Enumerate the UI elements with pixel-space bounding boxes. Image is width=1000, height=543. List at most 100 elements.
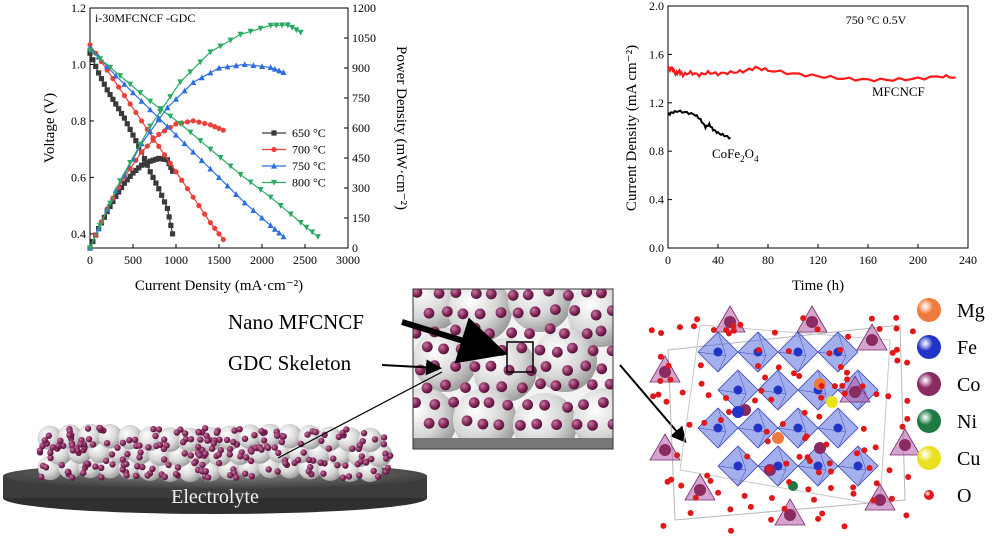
o-atom (850, 490, 857, 497)
mfcncf-particle-large (502, 399, 514, 411)
fe-atom (793, 347, 803, 357)
mfcncf-particle-large (512, 307, 524, 319)
left-y-tick-label: 0.4 (71, 227, 86, 241)
mfcncf-particle (248, 473, 255, 480)
o-atom (791, 370, 797, 377)
voltage-point (184, 186, 191, 192)
left-x-tick-label: 2500 (293, 253, 317, 267)
o-atom (701, 419, 708, 426)
right-x-tick-label: 120 (809, 253, 827, 267)
mfcncf-particle (345, 473, 353, 480)
mfcncf-particle-large (440, 379, 451, 391)
left-y2-tick-label: 0 (352, 241, 358, 255)
left-x-tick-label: 3000 (336, 253, 360, 267)
left-y2-tick-label: 900 (352, 61, 370, 75)
mfcncf-particle (69, 447, 77, 454)
voltage-point (97, 56, 104, 63)
voltage-point (98, 75, 105, 82)
o-atom (783, 460, 790, 467)
mfcncf-particle-large (441, 306, 453, 317)
o-atom (710, 327, 717, 333)
power-point (271, 65, 278, 72)
o-atom (764, 438, 771, 445)
right-y-tick-label: 0.0 (649, 241, 664, 255)
mfcncf-particle (334, 462, 341, 469)
mfcncf-particle (89, 441, 97, 448)
mfcncf-particle (92, 463, 99, 470)
mfcncf-particle (226, 451, 233, 458)
mfcncf-particle-large (534, 344, 546, 356)
mfcncf-particle (236, 426, 243, 433)
voltage-line (89, 49, 319, 238)
o-atom (655, 391, 662, 398)
mfcncf-particle (237, 453, 244, 460)
voltage-line (89, 44, 224, 240)
voltage-point (113, 101, 119, 107)
o-atom (844, 369, 850, 376)
o-atom (818, 383, 825, 389)
power-point (190, 118, 196, 124)
mfcncf-particle (241, 435, 249, 442)
voltage-point (217, 155, 224, 161)
legend-label: 650 °C (292, 126, 326, 140)
mfcncf-particle (103, 440, 111, 447)
mfcncf-particle (45, 432, 52, 439)
o-atom (796, 373, 803, 379)
mfcncf-particle-large (529, 306, 541, 318)
legend-ni-ball (917, 409, 941, 433)
mfcncf-particle (383, 455, 390, 462)
o-atom (737, 321, 744, 328)
mfcncf-particle (282, 460, 289, 467)
voltage-point (241, 199, 248, 206)
o-atom (677, 324, 683, 331)
mfcncf-particle (258, 427, 265, 435)
o-atom (768, 495, 775, 501)
mfcncf-particle (204, 474, 212, 481)
legend-marker (271, 146, 277, 153)
voltage-point (216, 174, 222, 181)
mfcncf-particle-large (551, 346, 563, 358)
power-point (137, 141, 144, 148)
mfcncf-particle-large (461, 415, 473, 427)
mfcncf-particle (208, 445, 216, 452)
power-point (250, 62, 257, 68)
o-atom (800, 315, 807, 322)
o-atom (886, 467, 893, 474)
mfcncf-particle (243, 454, 250, 461)
o-atom (779, 421, 786, 427)
fe-atom (732, 406, 744, 418)
left-chart: i-30MFCNCF -GDC 0 500 1000 1500 2000 2500 3000… (42, 1, 409, 294)
mfcncf-particle (173, 429, 181, 436)
o-atom (648, 327, 655, 334)
o-atom (704, 472, 711, 479)
voltage-point (107, 64, 114, 71)
mfcncf-particle (77, 441, 84, 448)
voltage-point (164, 123, 171, 130)
mfcncf-particle-large (567, 342, 578, 354)
mfcncf-particle-large (568, 378, 580, 390)
label-mfcncf: MFCNCF (872, 84, 925, 99)
legend-co-ball (917, 372, 941, 396)
right-x-tick-label: 160 (859, 253, 877, 267)
left-y2-tick-label: 150 (352, 211, 370, 225)
mfcncf-particle (380, 434, 388, 441)
co-atom (814, 442, 826, 454)
electrolyte-label: Electrolyte (171, 486, 259, 508)
mfcncf-particle (150, 425, 157, 433)
right-x-tick-label: 0 (665, 253, 671, 267)
o-atom (771, 329, 778, 336)
mfcncf-particle (98, 464, 105, 471)
voltage-point (138, 97, 145, 104)
mfcncf-particle-large (569, 305, 581, 316)
o-atom (806, 458, 813, 464)
label-cofe-mid: O (745, 146, 754, 161)
mfcncf-particle (210, 440, 217, 447)
voltage-point (118, 110, 125, 117)
label-cofe2o4: CoFe2O4 (712, 146, 759, 164)
mfcncf-particle-large (596, 289, 607, 299)
mfcncf-particle-large (540, 361, 552, 372)
mfcncf-particle (144, 472, 151, 479)
power-point (207, 49, 214, 56)
mfcncf-particle-large (429, 360, 440, 372)
mfcncf-particle-large (525, 365, 537, 376)
